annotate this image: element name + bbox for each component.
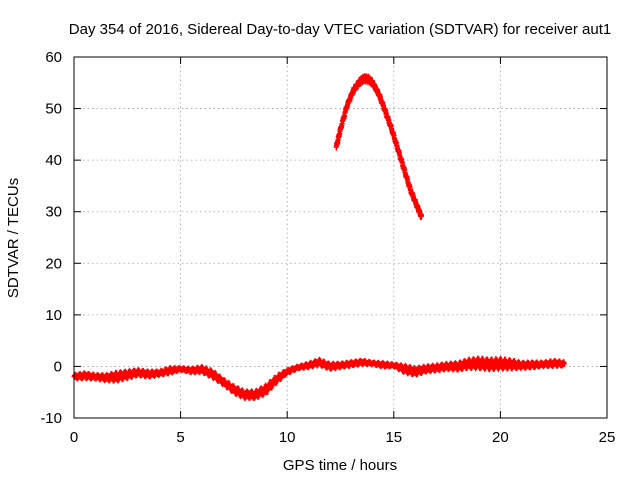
chart-title: Day 354 of 2016, Sidereal Day-to-day VTE…	[69, 21, 611, 38]
y-tick-label: -10	[40, 410, 62, 427]
plot-frame	[73, 56, 608, 419]
y-axis-label: SDTVAR / TECUs	[5, 178, 22, 298]
x-tick-label: 25	[599, 429, 616, 446]
y-tick-label: 10	[45, 307, 62, 324]
y-tick-label: 50	[45, 101, 62, 118]
x-tick-label: 10	[279, 429, 296, 446]
series-low-elevation-band	[71, 355, 567, 402]
y-tick-label: 40	[45, 152, 62, 169]
x-tick-label: 0	[70, 429, 78, 446]
x-tick-label: 15	[385, 429, 402, 446]
y-tick-label: 60	[45, 49, 62, 66]
data-marks	[71, 73, 567, 402]
ticks: 0 5 10 15 20 25 -10 0 10 20 30 40 50 60	[40, 49, 615, 446]
y-tick-label: 20	[45, 255, 62, 272]
y-tick-label: 0	[54, 358, 62, 375]
series-high-arc	[333, 73, 425, 221]
x-tick-label: 20	[492, 429, 509, 446]
y-tick-label: 30	[45, 204, 62, 221]
x-axis-label: GPS time / hours	[283, 457, 397, 474]
x-tick-label: 5	[176, 429, 184, 446]
